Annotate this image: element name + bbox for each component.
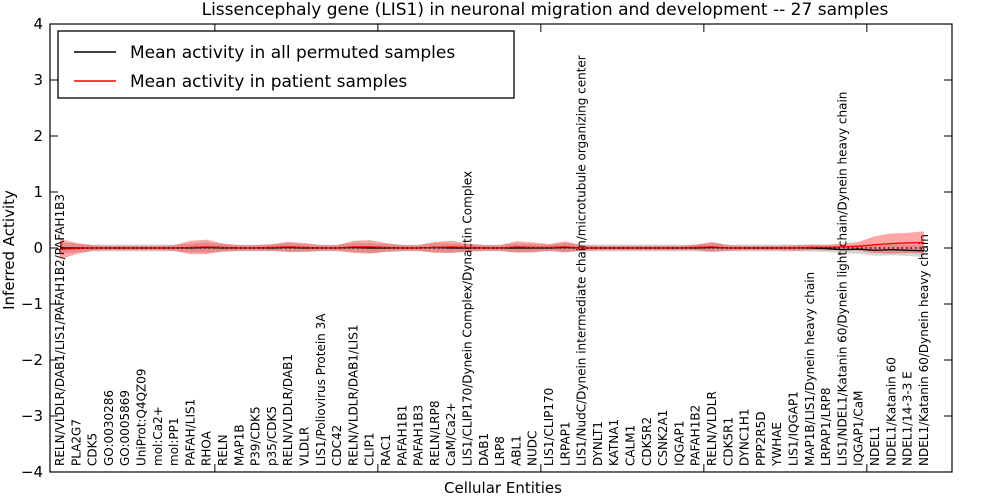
x-tick-label: p35/CDK5 (265, 406, 279, 466)
legend-label-permuted: Mean activity in all permuted samples (130, 43, 455, 63)
x-tick-label: DYNLT1 (591, 421, 605, 466)
x-tick-label: VLDLR (298, 427, 312, 466)
y-tick-label: −1 (21, 295, 43, 313)
plot-area: RELN/VLDLR/DAB1/LIS1/PAFAH1B2/PAFAH1B3 PL… (21, 15, 953, 481)
y-tick-label: −3 (21, 407, 43, 425)
x-tick-label: YWHAE (770, 422, 784, 467)
x-tick-label: RELN/VLDLR/DAB1/LIS1 (346, 325, 360, 466)
x-tick-label: PAFAH1B2 (689, 405, 703, 466)
x-tick-label: DYNC1H1 (738, 408, 752, 466)
x-tick-label: LRPAP1 (558, 421, 572, 466)
x-tick-label: PLA2G7 (69, 419, 83, 466)
y-tick-label: 2 (33, 127, 43, 145)
legend: Mean activity in all permuted samples Me… (57, 30, 515, 99)
x-tick-label: LIS1/NDEL1/Katanin 60/Dynein light chain… (835, 92, 849, 466)
x-tick-label: RELN/VLDLR/DAB1 (281, 354, 295, 466)
x-tick-label: CSNK2A1 (656, 410, 670, 466)
x-tick-label: CALM1 (624, 425, 638, 466)
legend-border (57, 30, 515, 99)
x-tick-label: IQGAP1 (672, 421, 686, 466)
x-tick-label: RELN/VLDLR/DAB1/LIS1/PAFAH1B2/PAFAH1B3 (53, 194, 67, 466)
x-tick-label: PPP2R5D (754, 411, 768, 466)
y-axis-title: Inferred Activity (0, 190, 18, 310)
y-tick-label: 3 (33, 71, 43, 89)
x-tick-label: LRPAP1/LRP8 (819, 387, 833, 466)
x-tick-label: CDK5 (86, 433, 100, 466)
legend-label-patient: Mean activity in patient samples (130, 72, 407, 92)
y-tick-label: 0 (33, 239, 43, 257)
x-tick-label: CDC42 (330, 425, 344, 466)
x-tick-label: LIS1/CLIP170/Dynein Complex/Dynactin Com… (461, 171, 475, 466)
x-tick-label: GO:0005869 (118, 390, 132, 466)
x-tick-label: mol:Ca2+ (151, 406, 165, 466)
x-tick-label: NDEL1 (868, 426, 882, 466)
chart-title: Lissencephaly gene (LIS1) in neuronal mi… (202, 0, 889, 20)
y-tick-label: 4 (33, 15, 43, 33)
x-tick-label: MAP1B/LIS1/Dynein heavy chain (803, 272, 817, 466)
patient-mean-line (59, 241, 924, 250)
x-tick-label: KATNA1 (607, 419, 621, 466)
x-tick-label: P39/CDK5 (249, 406, 263, 466)
x-tick-label: LIS1/NudC/Dynein intermediate chain/micr… (575, 55, 589, 466)
y-tick-label: −2 (21, 351, 43, 369)
x-tick-label: PAFAH1B1 (395, 405, 409, 466)
x-tick-label: RELN/VLDLR (705, 391, 719, 466)
x-tick-label: DAB1 (477, 433, 491, 466)
x-tick-label: LIS1/Poliovirus Protein 3A (314, 313, 328, 466)
x-tick-label: NDEL1/Katanin 60 (884, 357, 898, 466)
x-tick-label: IQGAP1/CaM (852, 391, 866, 467)
x-tick-label: NDEL1/14-3-3 E (901, 371, 915, 466)
x-tick-label: RELN (216, 434, 230, 466)
x-tick-label: LIS1/CLIP170 (542, 388, 556, 466)
permuted-band (60, 242, 924, 257)
x-tick-label: LRP8 (493, 436, 507, 466)
x-tick-label: UniProt:Q4QZ09 (135, 368, 149, 466)
x-tick-label: RAC1 (379, 434, 393, 466)
x-tick-label: CLIP1 (363, 433, 377, 466)
x-tick-label: mol:PP1 (167, 417, 181, 466)
y-tick-label: 1 (33, 183, 43, 201)
y-tick-label: −4 (21, 463, 43, 481)
x-tick-label: PAFAH1B3 (412, 405, 426, 466)
x-tick-label: MAP1B (232, 424, 246, 466)
plot-border (49, 23, 953, 473)
x-tick-label: NUDC (526, 431, 540, 466)
x-axis-title: Cellular Entities (444, 479, 562, 497)
x-tick-label: RELN/LRP8 (428, 400, 442, 466)
x-tick-label: ABL1 (509, 435, 523, 466)
x-tick-label: GO:0030286 (102, 390, 116, 466)
x-tick-label: CDK5R2 (640, 417, 654, 466)
x-tick-label: LIS1/IQGAP1 (787, 391, 801, 466)
x-tick-label: RHOA (200, 430, 214, 466)
x-tick-label: CDK5R1 (721, 417, 735, 466)
x-tick-label: CaM/Ca2+ (444, 402, 458, 466)
x-tick-label: NDEL1/Katanin 60/Dynein heavy chain (917, 234, 931, 466)
patient-band (60, 231, 924, 260)
x-tick-label: PAFAH/LIS1 (183, 399, 197, 466)
